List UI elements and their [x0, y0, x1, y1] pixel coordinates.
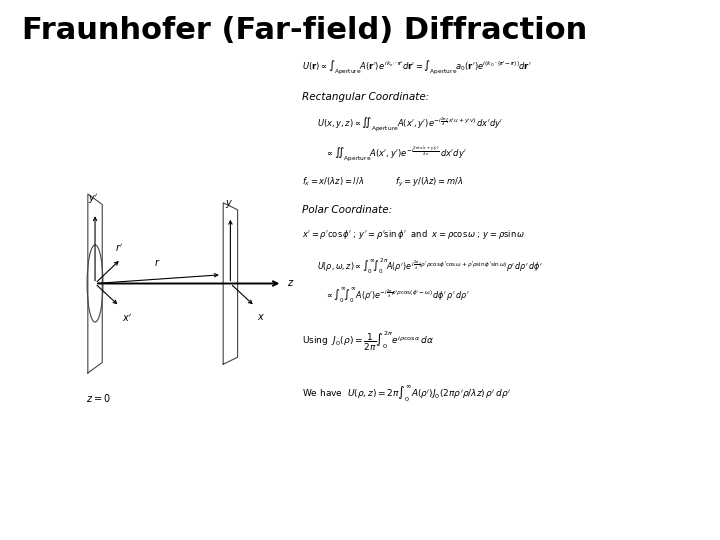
Text: $r'$: $r'$ — [115, 242, 124, 254]
Text: $y'$: $y'$ — [89, 193, 99, 206]
Text: Using  $J_0(\rho) = \dfrac{1}{2\pi}\int_0^{2\pi} e^{i\rho\cos\alpha}\,d\alpha$: Using $J_0(\rho) = \dfrac{1}{2\pi}\int_0… — [302, 330, 435, 353]
Text: Fraunhofer (Far-field) Diffraction: Fraunhofer (Far-field) Diffraction — [22, 16, 587, 45]
Text: $y$: $y$ — [225, 198, 233, 210]
Text: $\quad\propto \iint_{\mathrm{Aperture}} A(x',y')e^{-i\frac{2\pi(x'x+y'y)}{\lambd: $\quad\propto \iint_{\mathrm{Aperture}} … — [317, 144, 467, 164]
Text: $z$: $z$ — [287, 279, 294, 288]
Text: Polar Coordinate:: Polar Coordinate: — [302, 205, 392, 214]
Text: $U(\mathbf{r}) \propto \int_{\mathrm{Aperture}} A(\mathbf{r}')e^{\,ik_{e'} \cdot: $U(\mathbf{r}) \propto \int_{\mathrm{Ape… — [302, 59, 532, 76]
Text: $x$: $x$ — [257, 312, 265, 322]
Text: $U(x,y,z) \propto \iint_{\mathrm{Aperture}} A(x',y')e^{-i\frac{2\pi}{\lambda}(x': $U(x,y,z) \propto \iint_{\mathrm{Apertur… — [317, 116, 503, 134]
Text: $x'$: $x'$ — [122, 312, 132, 324]
Text: $r$: $r$ — [153, 256, 161, 268]
Text: Rectangular Coordinate:: Rectangular Coordinate: — [302, 92, 430, 102]
Text: $U(\rho,\omega,z) \propto \int_0^{\infty}\!\int_0^{2\pi} A(\rho')e^{\,i\frac{2\p: $U(\rho,\omega,z) \propto \int_0^{\infty… — [317, 256, 543, 275]
Text: $f_x = x/(\lambda z) = l/\lambda \qquad\qquad f_y = y/(\lambda z) = m/\lambda$: $f_x = x/(\lambda z) = l/\lambda \qquad\… — [302, 176, 464, 189]
Text: $z=0$: $z=0$ — [86, 392, 111, 404]
Text: $\quad\propto \int_0^{\infty}\!\int_0^{\infty} A(\rho')e^{-i\frac{2\pi}{\lambda}: $\quad\propto \int_0^{\infty}\!\int_0^{\… — [317, 287, 469, 305]
Text: $x' = \rho'\cos\phi'\,;\; y' = \rho'\sin\phi'$  and  $x = \rho\cos\omega\,;\; y : $x' = \rho'\cos\phi'\,;\; y' = \rho'\sin… — [302, 228, 526, 241]
Text: We have  $U(\rho,z) = 2\pi\int_0^{\infty} A(\rho')J_0(2\pi\rho'\rho/\lambda z)\,: We have $U(\rho,z) = 2\pi\int_0^{\infty}… — [302, 384, 511, 404]
